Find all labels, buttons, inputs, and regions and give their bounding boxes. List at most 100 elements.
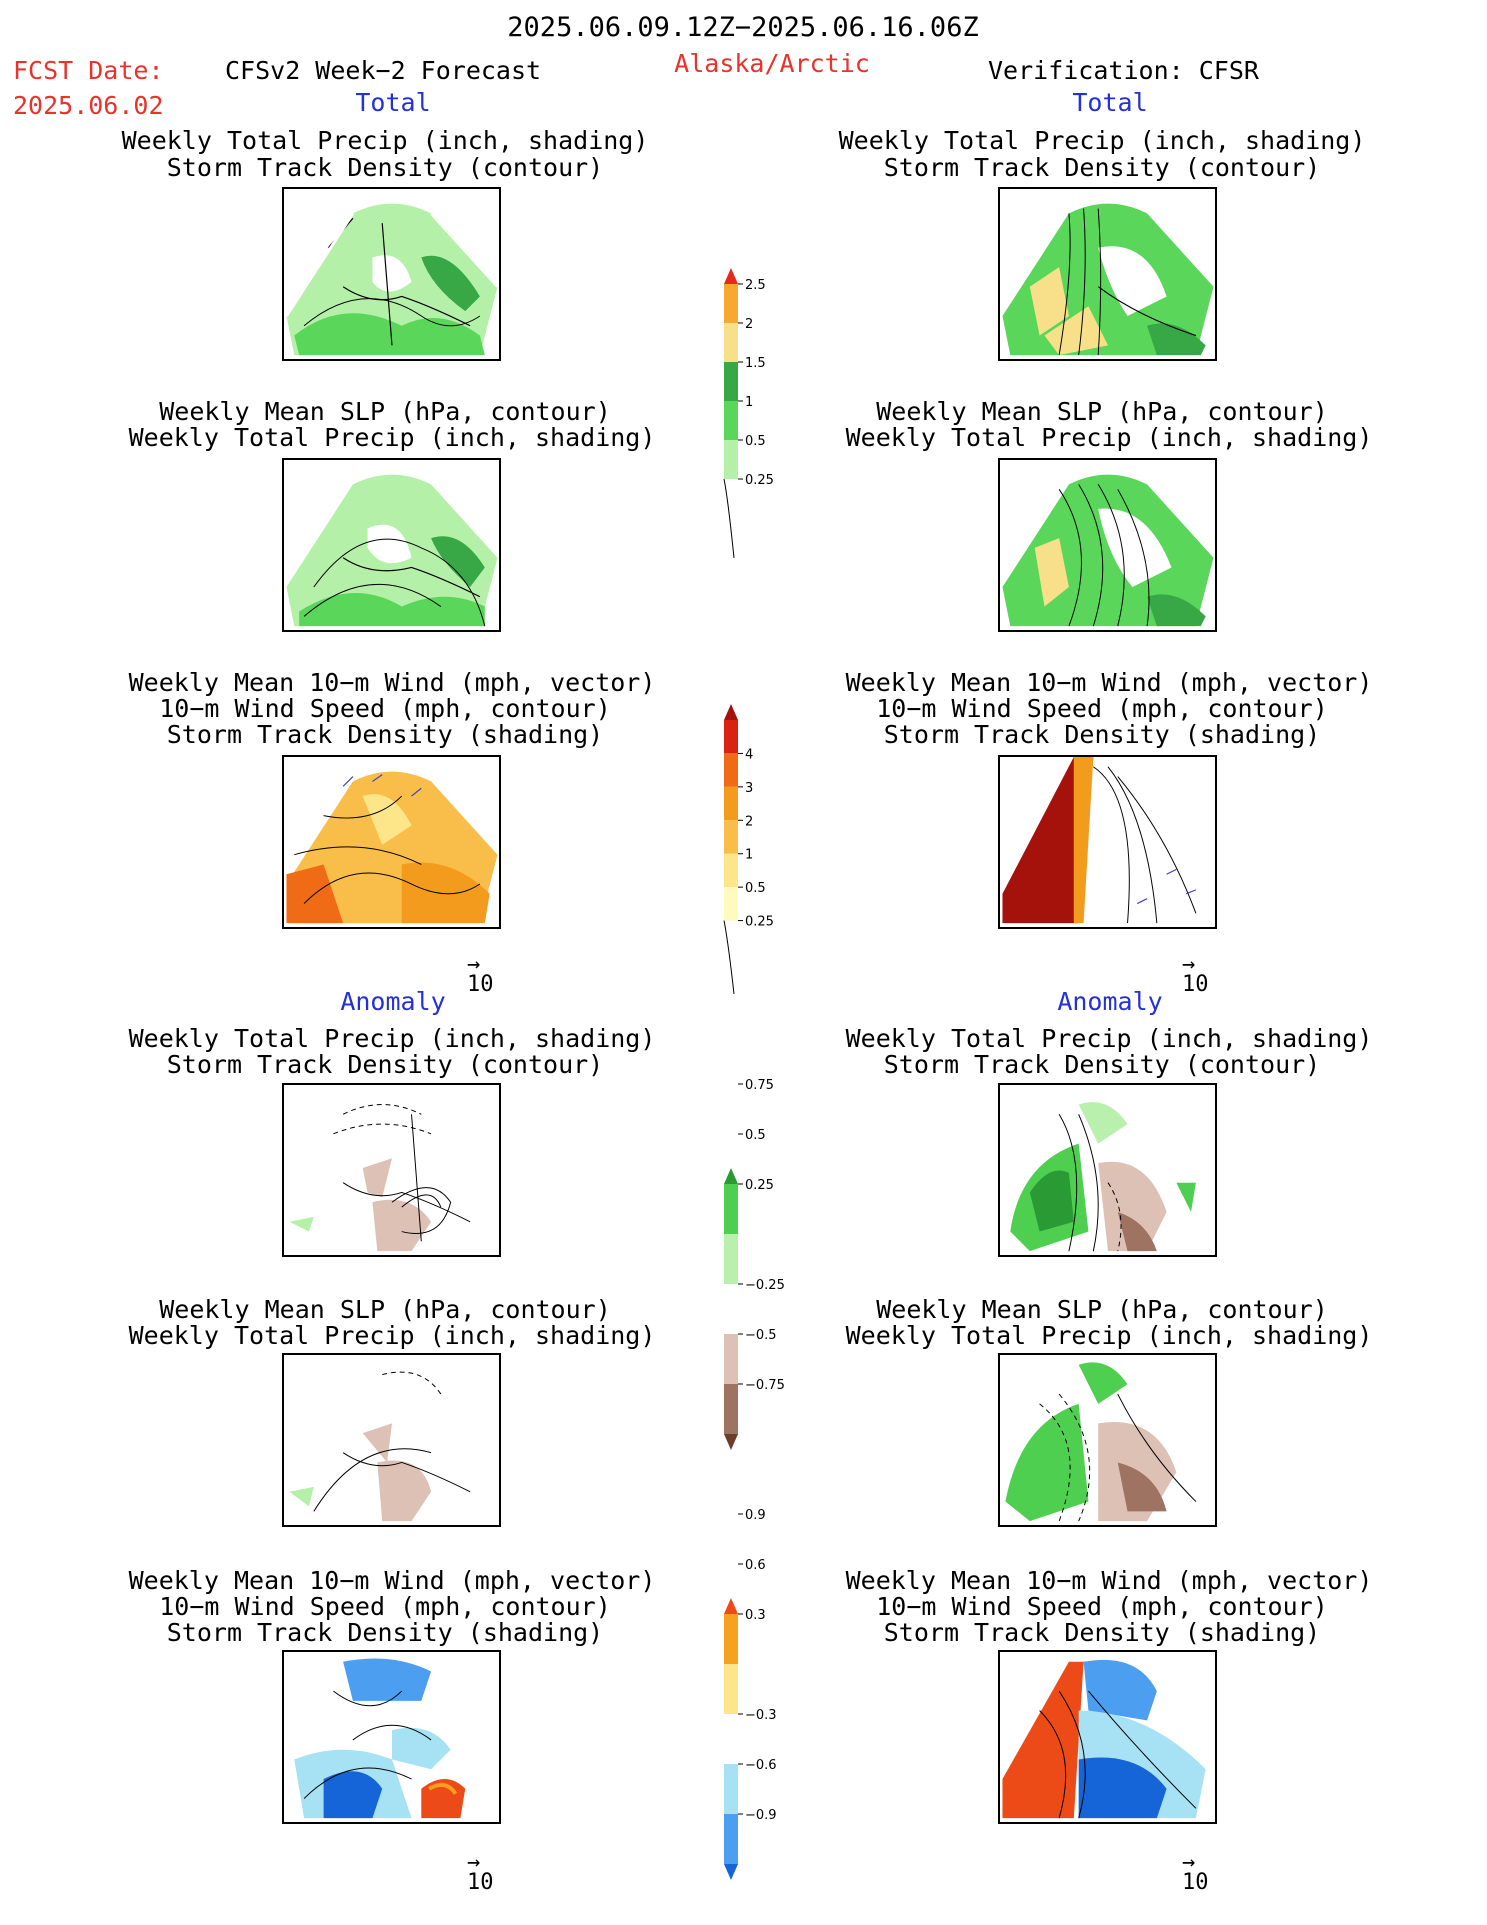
panel-title-l2b: Weekly Total Precip (inch, shading)	[128, 423, 656, 452]
colorbar-swatch	[724, 1598, 738, 1614]
map-forecast-anom-slp	[289, 1371, 471, 1522]
colorbar-tick-label: −0.5	[745, 1328, 777, 1343]
map-forecast-wind-storm	[286, 771, 498, 924]
panel-title-r3a: Weekly Mean 10−m Wind (mph, vector)	[845, 668, 1373, 697]
colorbar-tick-label: 1.5	[745, 356, 766, 371]
colorbar-swatch	[724, 1334, 738, 1384]
colorbar-tail	[723, 920, 735, 995]
colorbar-precip-anom: −0.75 −0.5 −0.25 0.25 0.5 0.75	[720, 1078, 810, 1450]
colorbar-swatch	[724, 820, 738, 854]
colorbar-tick-label: 0.25	[745, 1178, 774, 1193]
panel-title-l1b: Storm Track Density (contour)	[166, 153, 604, 182]
panel-title-r6b: 10−m Wind Speed (mph, contour)	[876, 1592, 1328, 1621]
colorbar-tick-label: 3	[745, 781, 753, 796]
fcst-date-label: FCST Date:	[13, 56, 164, 85]
colorbar-swatch	[724, 1168, 738, 1184]
colorbar-tick-label: 0.25	[745, 473, 774, 488]
panel-title-r4a: Weekly Total Precip (inch, shading)	[845, 1024, 1373, 1053]
map-verif-anom-precip	[1010, 1102, 1196, 1252]
section-total-left: Total	[355, 88, 431, 117]
panel-title-l5a: Weekly Mean SLP (hPa, contour)	[159, 1295, 611, 1324]
colorbar-swatch	[724, 1614, 738, 1664]
map-panel-forecast-anom-wind	[282, 1650, 501, 1824]
colorbar-swatch	[724, 753, 738, 787]
panel-title-l6b: 10−m Wind Speed (mph, contour)	[159, 1592, 611, 1621]
map-verif-total-precip	[1002, 203, 1214, 356]
map-verif-anom-wind	[1002, 1659, 1206, 1819]
colorbar-tick-label: 0.5	[745, 434, 766, 449]
panel-title-r5a: Weekly Mean SLP (hPa, contour)	[876, 1295, 1328, 1324]
panel-title-l3a: Weekly Mean 10−m Wind (mph, vector)	[128, 668, 656, 697]
panel-title-l1a: Weekly Total Precip (inch, shading)	[121, 126, 649, 155]
colorbar-swatch	[724, 1764, 738, 1814]
colorbar-swatch	[724, 401, 738, 440]
colorbar-swatch	[724, 786, 738, 821]
map-panel-forecast-anom-precip	[282, 1083, 501, 1257]
vector-ref-arrow-l3: →	[467, 952, 481, 977]
panel-title-l4b: Storm Track Density (contour)	[166, 1050, 604, 1079]
colorbar-tick-label: 0.9	[745, 1508, 766, 1523]
panel-title-r1b: Storm Track Density (contour)	[883, 153, 1321, 182]
panel-title-r4b: Storm Track Density (contour)	[883, 1050, 1321, 1079]
vector-ref-label-r3: 10	[1182, 972, 1209, 997]
map-forecast-total-precip	[285, 203, 499, 356]
vector-ref-arrow-r6: →	[1182, 1850, 1196, 1875]
panel-title-l6a: Weekly Mean 10−m Wind (mph, vector)	[128, 1566, 656, 1595]
region-title: Alaska/Arctic	[674, 49, 870, 78]
colorbar-tick-label: 1	[745, 848, 753, 863]
map-verif-slp-precip	[1002, 474, 1214, 627]
colorbar-storm-total: 0.25 0.5 1 2 3 4	[720, 704, 810, 995]
map-forecast-anom-precip	[289, 1104, 471, 1252]
map-verif-wind-storm	[1002, 757, 1214, 924]
map-panel-forecast-anom-slp	[282, 1353, 501, 1527]
map-panel-forecast-wind-storm	[282, 755, 501, 929]
colorbar-tick-label: 0.3	[745, 1608, 766, 1623]
colorbar-tick-label: −0.9	[745, 1808, 777, 1823]
colorbar-storm-anom-svg: −0.9 −0.6 −0.3 0.3 0.6 0.9	[724, 1508, 777, 1880]
colorbar-swatch	[724, 1864, 738, 1880]
colorbar-tick-label: 0.6	[745, 1558, 766, 1573]
section-total-right: Total	[1072, 88, 1148, 117]
colorbar-tick-label: 2	[745, 317, 753, 332]
map-panel-forecast-total-precip	[282, 187, 501, 361]
colorbar-swatch	[724, 1714, 738, 1764]
panel-title-r6c: Storm Track Density (shading)	[883, 1618, 1321, 1647]
colorbar-tick-label: −0.6	[745, 1758, 777, 1773]
map-panel-forecast-slp-precip	[282, 458, 501, 632]
colorbar-tick-label: 4	[745, 747, 753, 762]
colorbar-swatch	[724, 853, 738, 888]
map-panel-verif-anom-slp	[998, 1353, 1217, 1527]
colorbar-swatch	[724, 440, 738, 479]
panel-title-r3c: Storm Track Density (shading)	[883, 720, 1321, 749]
colorbar-swatch	[724, 1284, 738, 1334]
colorbar-swatch	[724, 1434, 738, 1450]
colorbar-tick-label: 2.5	[745, 278, 766, 293]
panel-title-r2a: Weekly Mean SLP (hPa, contour)	[876, 397, 1328, 426]
map-forecast-slp-precip	[286, 474, 498, 627]
colorbar-storm-anom: −0.9 −0.6 −0.3 0.3 0.6 0.9	[720, 1508, 810, 1880]
colorbar-precip-anom-svg: −0.75 −0.5 −0.25 0.25 0.5 0.75	[724, 1078, 785, 1450]
colorbar-tick-label: 0.5	[745, 881, 766, 896]
section-anomaly-left: Anomaly	[340, 987, 446, 1016]
colorbar-tick-label: 1	[745, 395, 753, 410]
colorbar-swatch	[724, 704, 738, 720]
colorbar-swatch	[724, 887, 738, 921]
map-verif-anom-slp	[1005, 1362, 1197, 1522]
panel-title-r5b: Weekly Total Precip (inch, shading)	[845, 1321, 1373, 1350]
colorbar-swatch	[724, 284, 738, 323]
colorbar-swatch	[724, 1664, 738, 1714]
colorbar-tail	[723, 478, 735, 559]
vector-ref-label-r6: 10	[1182, 1870, 1209, 1895]
colorbar-precip-total: 0.25 0.5 1 1.5 2 2.5	[720, 268, 810, 559]
colorbar-swatch	[724, 1234, 738, 1284]
colorbar-tick-label: 0.5	[745, 1128, 766, 1143]
vector-ref-label-l3: 10	[467, 972, 494, 997]
colorbar-swatch	[724, 1184, 738, 1234]
vector-ref-arrow-l6: →	[467, 1850, 481, 1875]
panel-title-l2a: Weekly Mean SLP (hPa, contour)	[159, 397, 611, 426]
colorbar-swatch	[724, 1814, 738, 1864]
date-range: 2025.06.09.12Z−2025.06.16.06Z	[507, 12, 979, 43]
model-title: CFSv2 Week−2 Forecast	[225, 56, 542, 85]
panel-title-l4a: Weekly Total Precip (inch, shading)	[128, 1024, 656, 1053]
colorbar-tick-label: 2	[745, 814, 753, 829]
